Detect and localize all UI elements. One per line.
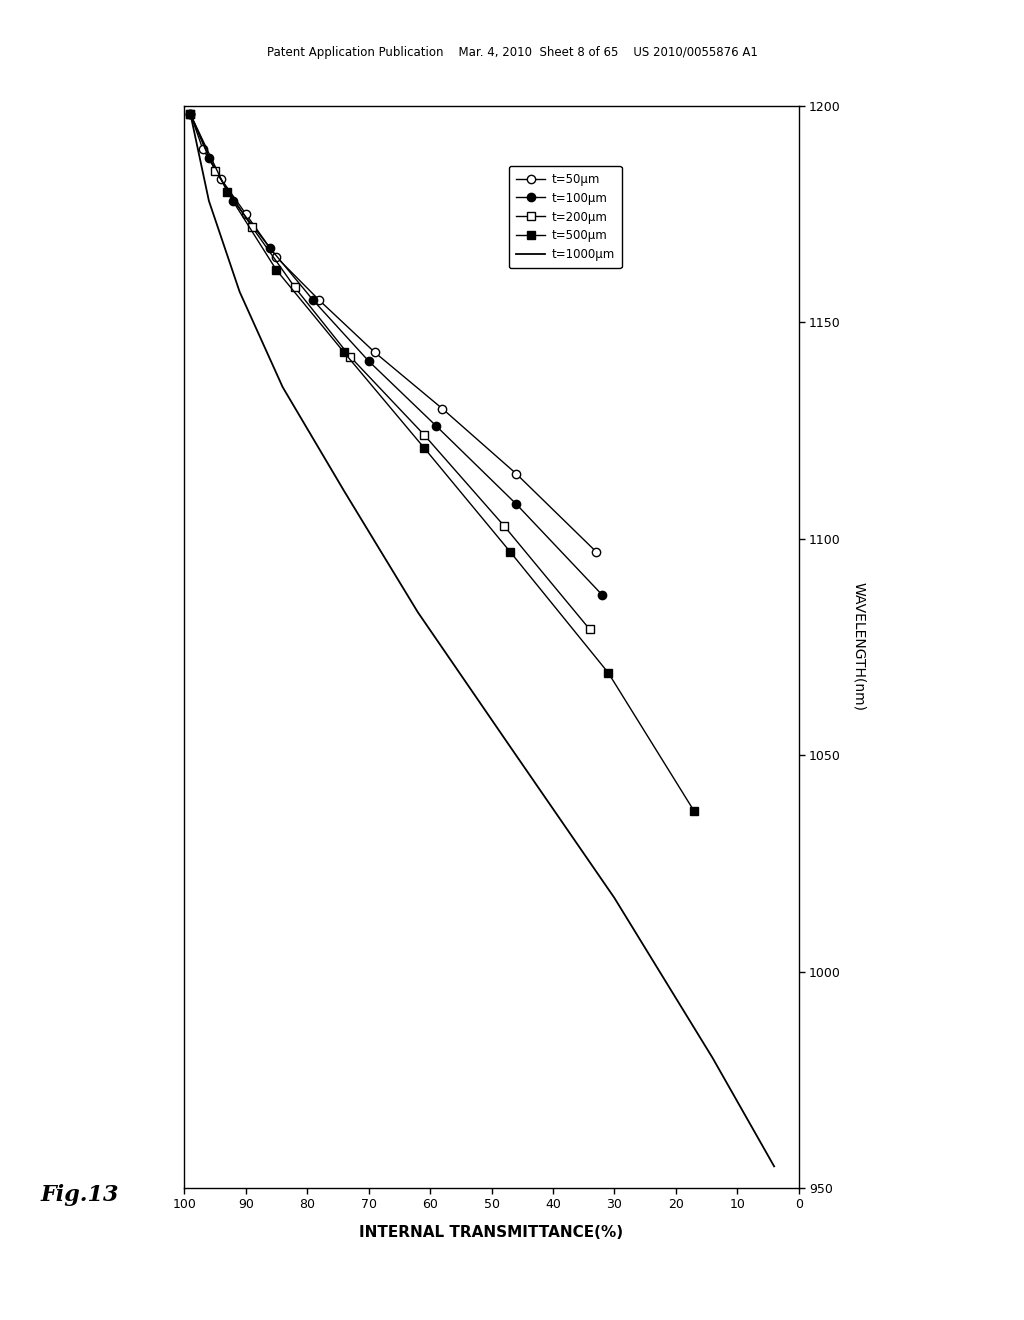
X-axis label: INTERNAL TRANSMITTANCE(%): INTERNAL TRANSMITTANCE(%) (359, 1225, 624, 1241)
Text: Fig.13: Fig.13 (41, 1184, 120, 1205)
Legend: t=50μm, t=100μm, t=200μm, t=500μm, t=1000μm: t=50μm, t=100μm, t=200μm, t=500μm, t=100… (509, 165, 622, 268)
Text: Patent Application Publication    Mar. 4, 2010  Sheet 8 of 65    US 2010/0055876: Patent Application Publication Mar. 4, 2… (266, 46, 758, 59)
Y-axis label: WAVELENGTH(nm): WAVELENGTH(nm) (852, 582, 866, 711)
